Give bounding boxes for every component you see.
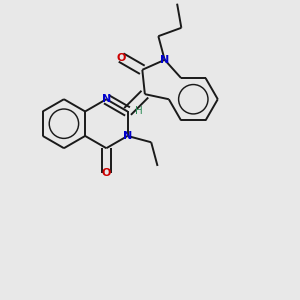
Text: N: N: [102, 94, 111, 104]
Text: N: N: [160, 55, 169, 65]
Text: N: N: [123, 131, 132, 141]
Text: O: O: [102, 168, 111, 178]
Text: O: O: [116, 52, 126, 63]
Text: H: H: [135, 106, 143, 116]
